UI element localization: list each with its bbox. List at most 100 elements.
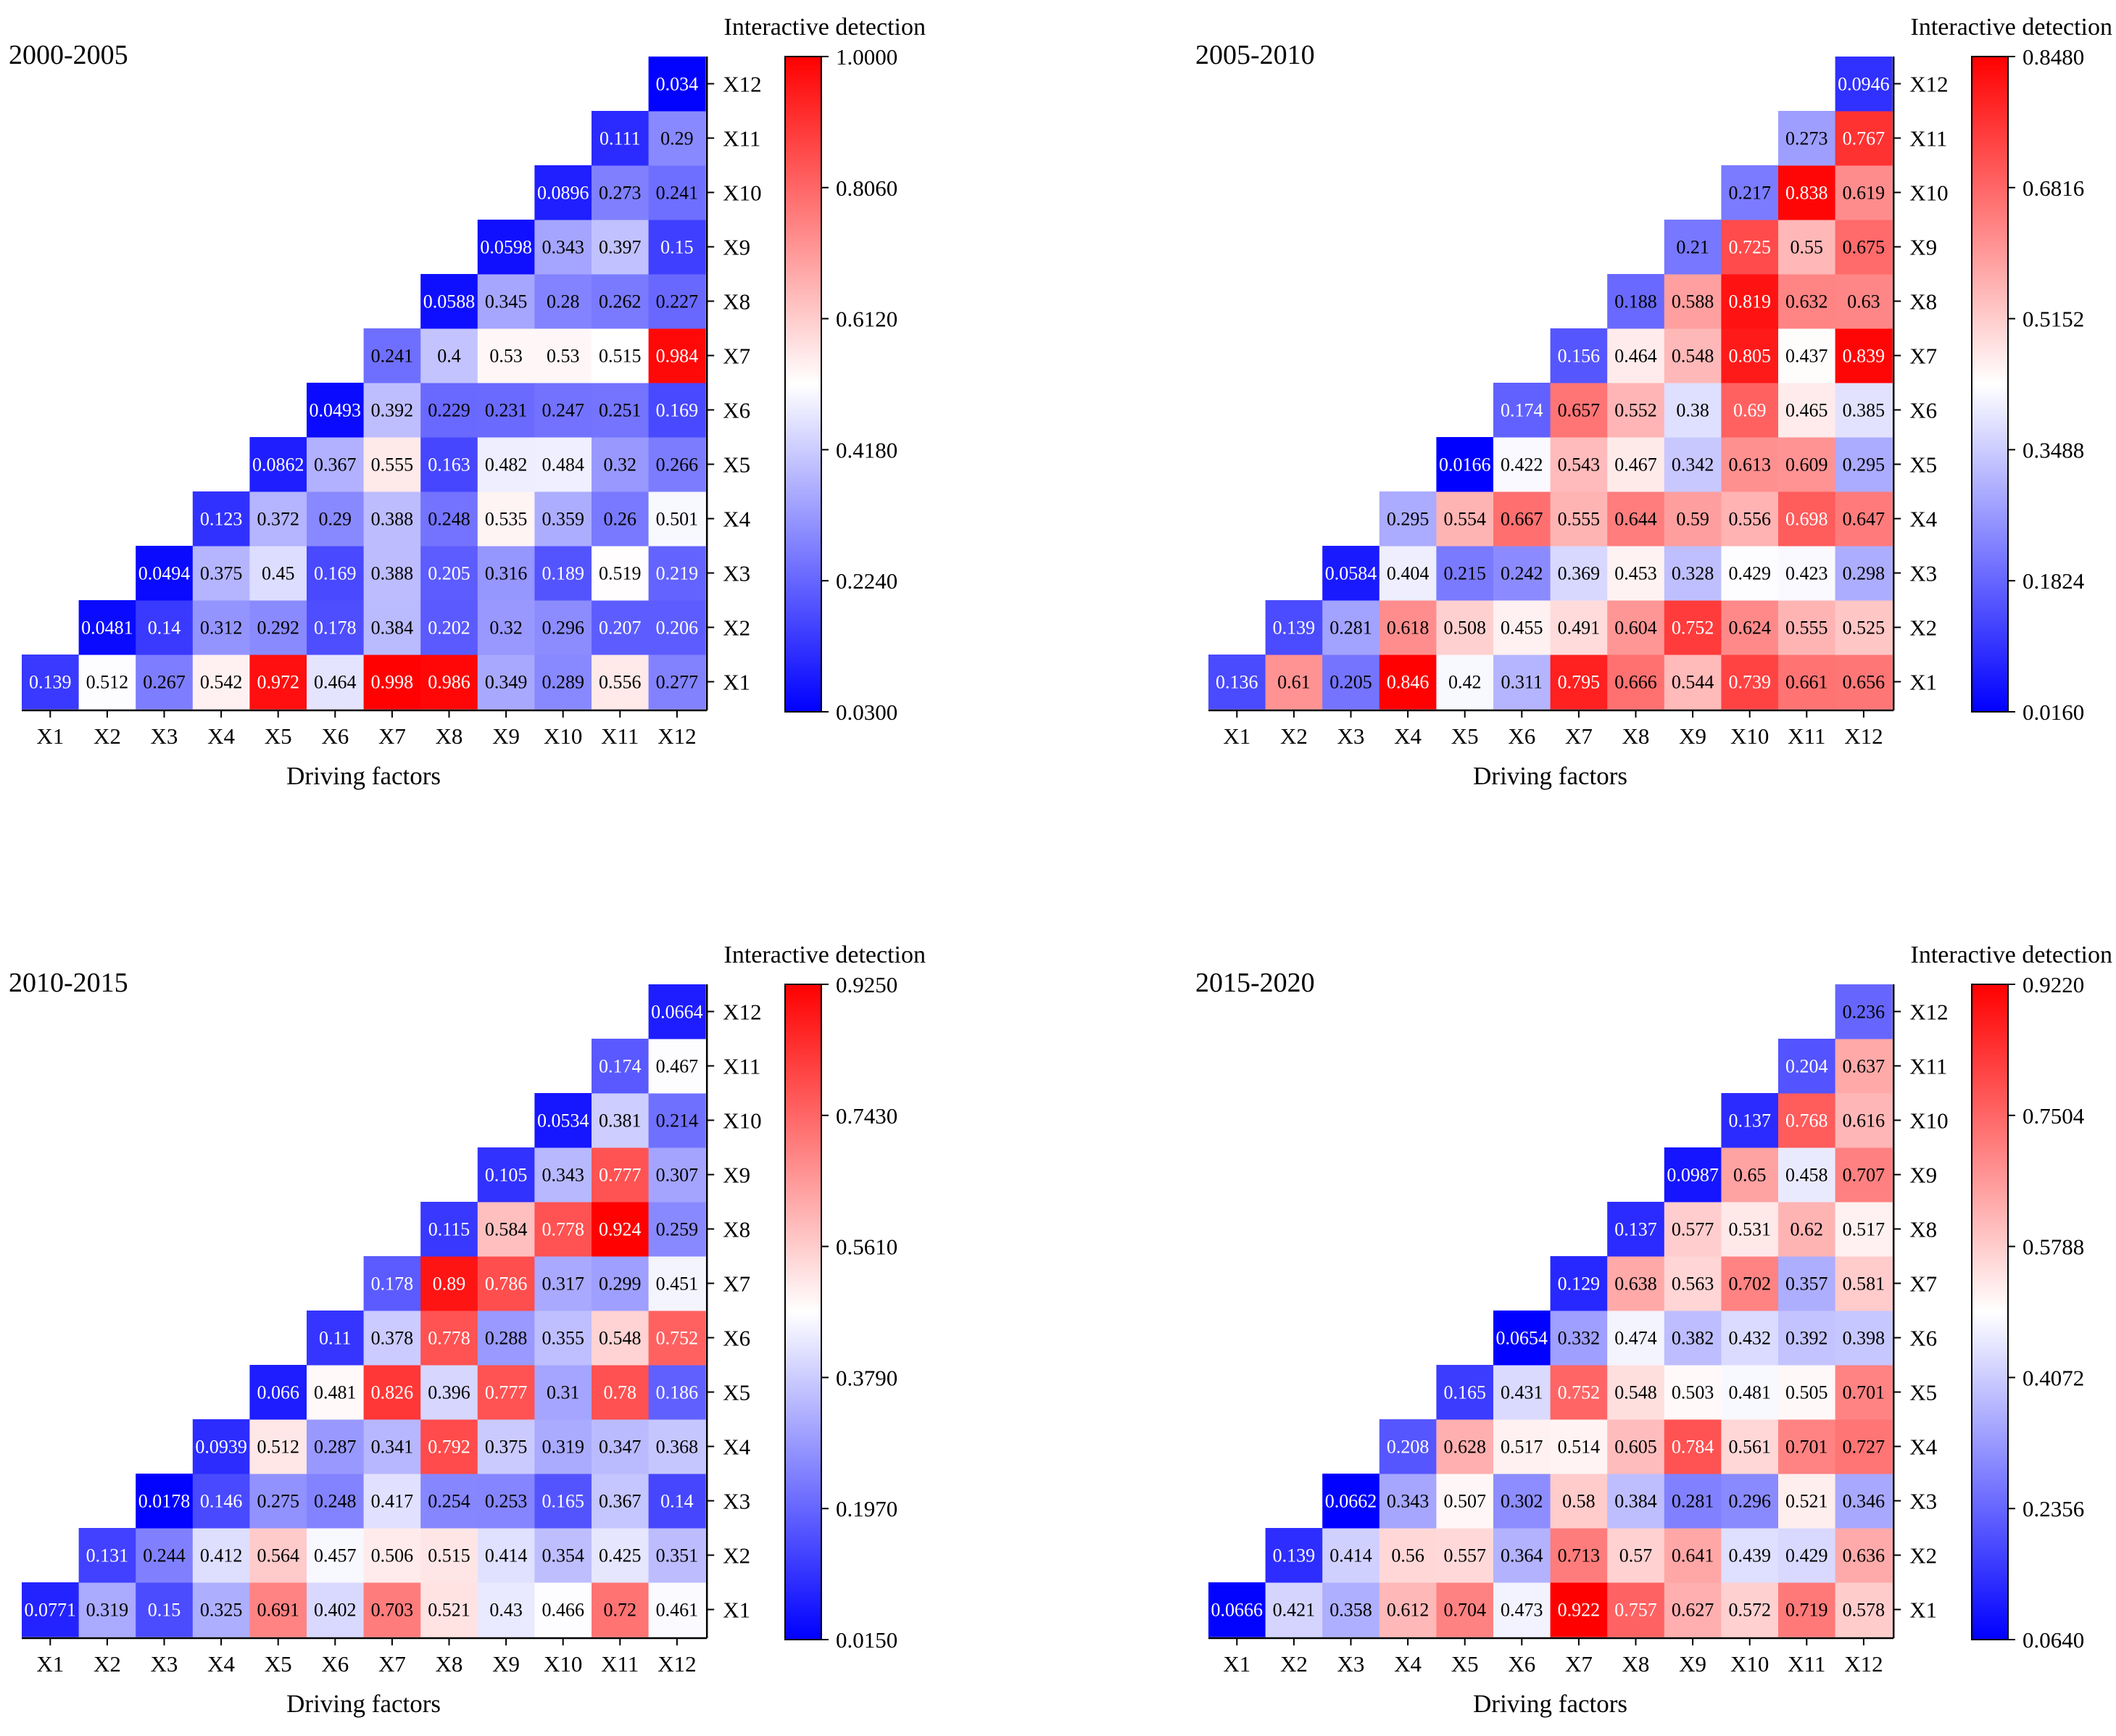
cell-value-label: 0.174 [1501,400,1543,421]
y-tick-label: X12 [723,1000,761,1025]
cell-value-label: 0.503 [1672,1382,1714,1403]
heatmap-cell [1835,655,1893,710]
cell-value-label: 0.414 [485,1545,528,1566]
cell-value-label: 0.0771 [25,1600,77,1621]
heatmap-cell [648,655,706,710]
cell-value-label: 0.422 [1501,454,1543,475]
heatmap-cell [1379,1474,1437,1529]
cell-value-label: 0.72 [604,1600,637,1621]
heatmap-cell [534,546,592,601]
cell-value-label: 0.429 [1728,563,1771,584]
heatmap-cell [1436,491,1494,547]
cell-value-label: 0.719 [1785,1600,1828,1621]
heatmap-cell [1835,1039,1893,1094]
cell-value-label: 0.482 [485,454,528,475]
cell-value-label: 0.241 [371,346,414,367]
y-tick-label: X4 [723,1434,750,1460]
heatmap-cell [420,655,478,710]
cell-value-label: 0.295 [1387,509,1430,530]
y-tick-label: X11 [1909,1054,1947,1079]
heatmap-cell [307,491,365,547]
y-tick-label: X4 [1909,1434,1937,1460]
heatmap-cell [1721,1147,1779,1203]
heatmap-cell [1721,328,1779,383]
colorbar-tick-label: 0.1970 [836,1496,897,1521]
heatmap-cell [363,1582,421,1637]
y-tick-label: X10 [1909,1108,1948,1134]
cell-value-label: 0.242 [1501,563,1543,584]
cell-value-label: 0.412 [200,1545,243,1566]
colorbar-title: Interactive detection [1911,942,2112,968]
colorbar-tick-label: 0.9220 [2022,972,2084,997]
x-tick-label: X2 [94,723,121,749]
y-tick-label: X12 [1909,72,1948,97]
cell-value-label: 0.0987 [1667,1165,1719,1186]
heatmap-cell [1436,1419,1494,1474]
heatmap-cell [78,600,136,655]
cell-value-label: 0.517 [1501,1437,1543,1458]
heatmap-cell [1778,1311,1836,1366]
cell-value-label: 0.431 [1501,1382,1543,1403]
heatmap-cell [1607,437,1665,492]
cell-value-label: 0.752 [1672,618,1714,639]
heatmap-cell [307,655,365,710]
cell-value-label: 0.281 [1672,1491,1714,1512]
cell-value-label: 0.563 [1672,1274,1714,1295]
heatmap-cell [534,1093,592,1148]
cell-value-label: 0.425 [599,1545,642,1566]
cell-value-label: 0.262 [599,291,642,312]
cell-value-label: 0.57 [1619,1545,1653,1566]
cell-value-label: 0.795 [1558,672,1601,693]
cell-value-label: 0.78 [604,1382,637,1403]
cell-value-label: 0.521 [1785,1491,1828,1512]
heatmap-cell [420,383,478,438]
cell-value-label: 0.505 [1785,1382,1828,1403]
cell-value-label: 0.206 [656,618,699,639]
heatmap-cell [1550,491,1608,547]
x-tick-label: X7 [378,1651,406,1677]
cell-value-label: 0.186 [656,1382,699,1403]
heatmap-cell [1379,1419,1437,1474]
heatmap-cell [648,1582,706,1637]
x-tick-label: X6 [321,723,349,749]
cell-value-label: 0.111 [599,128,641,149]
x-tick-label: X5 [265,723,292,749]
heatmap-cell [477,491,535,547]
cell-value-label: 0.165 [1443,1382,1486,1403]
heatmap-cell [648,600,706,655]
cell-value-label: 0.219 [656,563,699,584]
heatmap-cell [477,546,535,601]
heatmap-cell [592,165,650,220]
heatmap-cell [534,220,592,275]
heatmap-cell [648,1256,706,1311]
heatmap-cell [78,655,136,710]
cell-value-label: 0.355 [542,1328,584,1349]
y-tick-label: X2 [1909,615,1937,641]
cell-value-label: 0.423 [1785,563,1828,584]
heatmap-cell [1550,600,1608,655]
heatmap-cell [1208,1582,1266,1637]
heatmap-cell [1778,1365,1836,1420]
cell-value-label: 0.367 [599,1491,642,1512]
x-tick-label: X4 [207,1651,235,1677]
heatmap-cell [1379,1528,1437,1583]
heatmap-panel: 2005-2010 0.136 0.61 0.205 0.846 0.42 0.311 0.7… [1195,14,2112,790]
heatmap-cell [1721,437,1779,492]
cell-value-label: 0.846 [1387,672,1430,693]
heatmap-cell [1322,655,1380,710]
cell-value-label: 0.0481 [81,618,133,639]
heatmap-cell [1322,600,1380,655]
cell-value-label: 0.508 [1443,618,1486,639]
heatmap-cell [363,328,421,383]
colorbar [1971,56,2009,713]
cell-value-label: 0.248 [314,1491,357,1512]
cell-value-label: 0.691 [257,1600,299,1621]
heatmap-cell [1550,1365,1608,1420]
cell-value-label: 0.543 [1558,454,1601,475]
cell-value-label: 0.619 [1843,183,1885,204]
heatmap-cell [648,274,706,329]
cell-value-label: 0.359 [542,509,584,530]
heatmap-cell [136,655,194,710]
cell-value-label: 0.288 [485,1328,528,1349]
heatmap-cell [534,1202,592,1257]
